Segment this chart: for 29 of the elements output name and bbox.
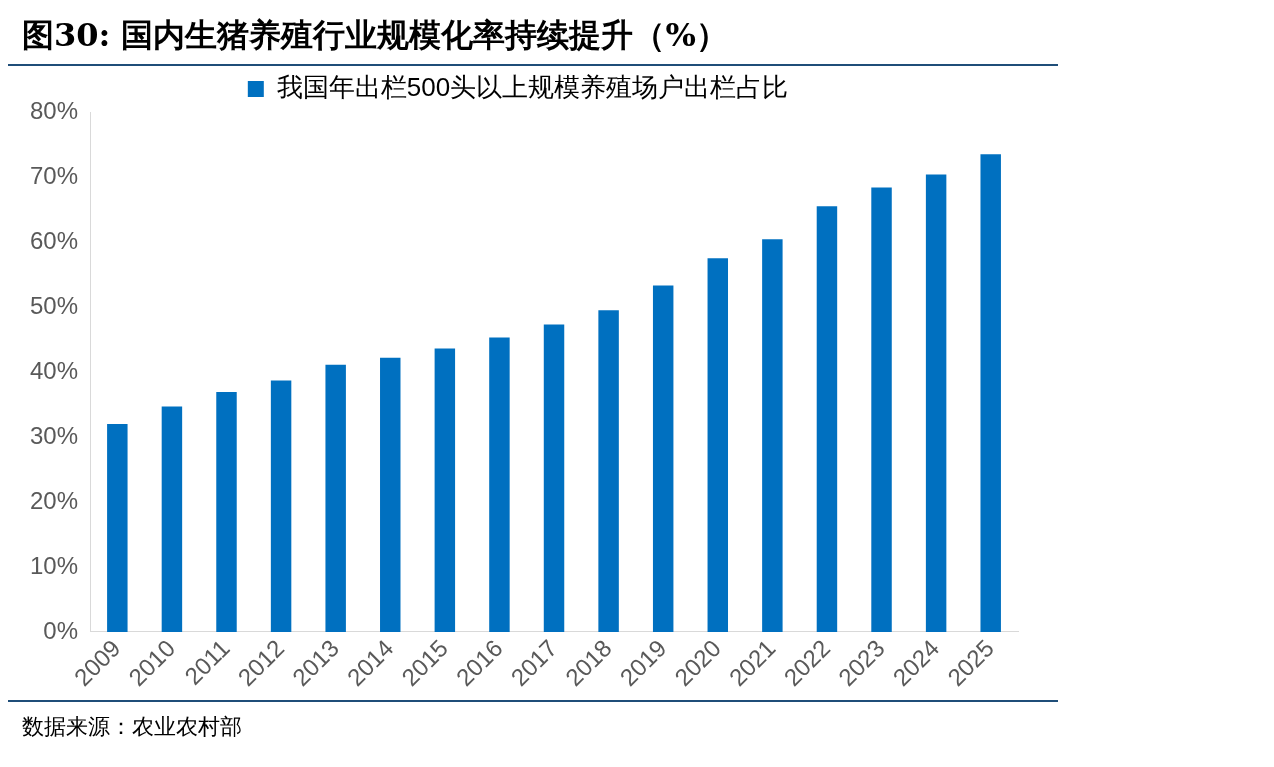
bar bbox=[652, 285, 674, 632]
y-tick-label: 70% bbox=[29, 161, 79, 189]
bar bbox=[161, 406, 183, 632]
chart-title: 图30: 国内生猪养殖行业规模化率持续提升（%） bbox=[8, 8, 1058, 66]
bar bbox=[107, 423, 128, 632]
bar bbox=[925, 174, 947, 632]
y-tick-label: 0% bbox=[43, 616, 79, 644]
source-note: 数据来源：农业农村部 bbox=[22, 713, 243, 741]
y-tick-label: 80% bbox=[29, 96, 79, 124]
bar bbox=[270, 380, 292, 632]
bar bbox=[489, 337, 510, 632]
bar bbox=[816, 206, 838, 632]
legend-label: 我国年出栏500头以上规模养殖场户出栏占比 bbox=[276, 72, 789, 103]
y-tick-label: 50% bbox=[29, 291, 79, 319]
bar bbox=[980, 154, 1001, 632]
y-tick-label: 30% bbox=[29, 421, 79, 449]
bar bbox=[707, 258, 729, 632]
bar bbox=[598, 310, 619, 632]
bar bbox=[216, 392, 237, 632]
bar bbox=[762, 239, 783, 632]
bar bbox=[325, 364, 346, 632]
bar bbox=[543, 324, 565, 632]
bar bbox=[434, 348, 456, 632]
y-tick-label: 60% bbox=[29, 226, 79, 254]
bar bbox=[380, 357, 401, 632]
y-tick-label: 20% bbox=[29, 486, 79, 514]
bar bbox=[871, 187, 892, 632]
y-tick-label: 10% bbox=[29, 551, 79, 579]
y-tick-label: 40% bbox=[29, 356, 79, 384]
